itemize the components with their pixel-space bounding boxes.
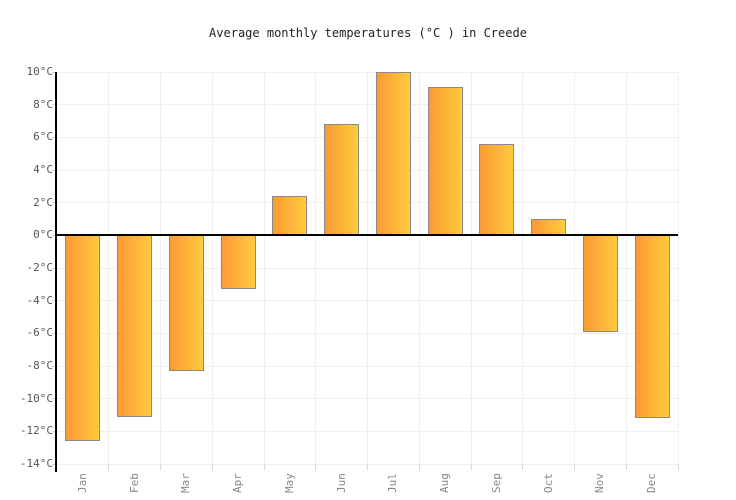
y-axis-label: -6°C — [26, 326, 54, 340]
bar-nov — [582, 235, 618, 332]
v-gridline — [160, 72, 161, 464]
v-gridline — [263, 72, 265, 464]
y-axis-tick — [52, 300, 57, 302]
v-gridline — [470, 72, 472, 464]
y-axis-tick — [52, 398, 57, 400]
x-axis-label-jun: Jun — [334, 473, 348, 493]
v-gridline — [522, 72, 524, 464]
y-axis-label: -10°C — [19, 391, 53, 405]
x-axis-tick — [522, 464, 524, 470]
bar-feb — [117, 235, 153, 417]
y-axis-label: 2°C — [33, 195, 53, 209]
x-axis-label-feb: Feb — [127, 473, 141, 493]
v-gridline — [108, 72, 110, 464]
v-gridline — [574, 72, 575, 464]
y-axis-tick — [52, 463, 57, 465]
zero-baseline — [57, 234, 678, 237]
y-axis-tick — [52, 332, 57, 334]
y-axis-tick — [52, 136, 57, 138]
y-axis-label: -14°C — [19, 457, 53, 470]
y-axis-tick — [52, 202, 57, 204]
bar-jun — [324, 124, 360, 236]
x-axis-tick — [418, 464, 420, 470]
v-gridline — [677, 72, 679, 464]
v-gridline — [211, 72, 213, 464]
x-axis-label-may: May — [282, 473, 296, 493]
x-axis-label-oct: Oct — [541, 473, 555, 493]
y-axis-label: 0°C — [33, 228, 53, 242]
y-axis-tick — [52, 71, 57, 73]
y-axis-label: -2°C — [26, 261, 54, 274]
x-axis-label-apr: Apr — [231, 473, 245, 493]
y-axis-tick — [52, 267, 57, 269]
v-gridline — [367, 72, 368, 464]
x-axis-label-jan: Jan — [75, 473, 89, 493]
y-axis-label: 4°C — [33, 163, 53, 176]
bar-sep — [479, 143, 515, 236]
y-axis-label: -12°C — [19, 424, 53, 438]
v-gridline — [418, 72, 420, 464]
x-axis-label-nov: Nov — [593, 473, 607, 493]
chart-title: Average monthly temperatures (°C ) in Cr… — [209, 26, 527, 40]
y-axis-tick — [52, 365, 57, 367]
y-axis-label: 6°C — [33, 130, 53, 144]
x-axis-tick — [367, 464, 368, 470]
bar-oct — [531, 219, 567, 236]
x-axis-label-aug: Aug — [438, 473, 452, 493]
bar-aug — [427, 86, 463, 236]
y-axis-label: -8°C — [26, 359, 54, 372]
x-axis-label-sep: Sep — [489, 473, 503, 493]
v-gridline — [315, 72, 317, 464]
x-axis-tick — [470, 464, 472, 470]
x-axis-tick — [211, 464, 213, 470]
x-axis-tick — [625, 464, 627, 470]
v-gridline — [625, 72, 627, 464]
y-axis-tick — [52, 430, 57, 432]
y-axis-label: -4°C — [26, 293, 54, 307]
bar-dec — [634, 235, 670, 419]
x-axis-tick — [263, 464, 265, 470]
y-axis-tick — [52, 104, 57, 106]
y-axis-tick — [52, 169, 57, 171]
x-axis-label-dec: Dec — [645, 473, 659, 493]
x-axis-tick — [574, 464, 575, 470]
bar-jan — [65, 235, 101, 442]
x-axis-tick — [315, 464, 317, 470]
x-axis-tick — [677, 464, 679, 470]
bar-jul — [375, 72, 411, 236]
x-axis-tick — [160, 464, 161, 470]
y-axis-tick — [52, 234, 57, 236]
y-axis-label: 10°C — [26, 65, 54, 78]
y-axis-label: 8°C — [33, 97, 53, 111]
x-axis-tick — [108, 464, 110, 470]
bar-apr — [220, 235, 256, 290]
x-axis-label-mar: Mar — [179, 473, 193, 493]
y-axis-line — [55, 72, 57, 472]
x-axis-label-jul: Jul — [386, 473, 400, 493]
bar-mar — [168, 235, 204, 371]
bar-may — [272, 196, 308, 236]
